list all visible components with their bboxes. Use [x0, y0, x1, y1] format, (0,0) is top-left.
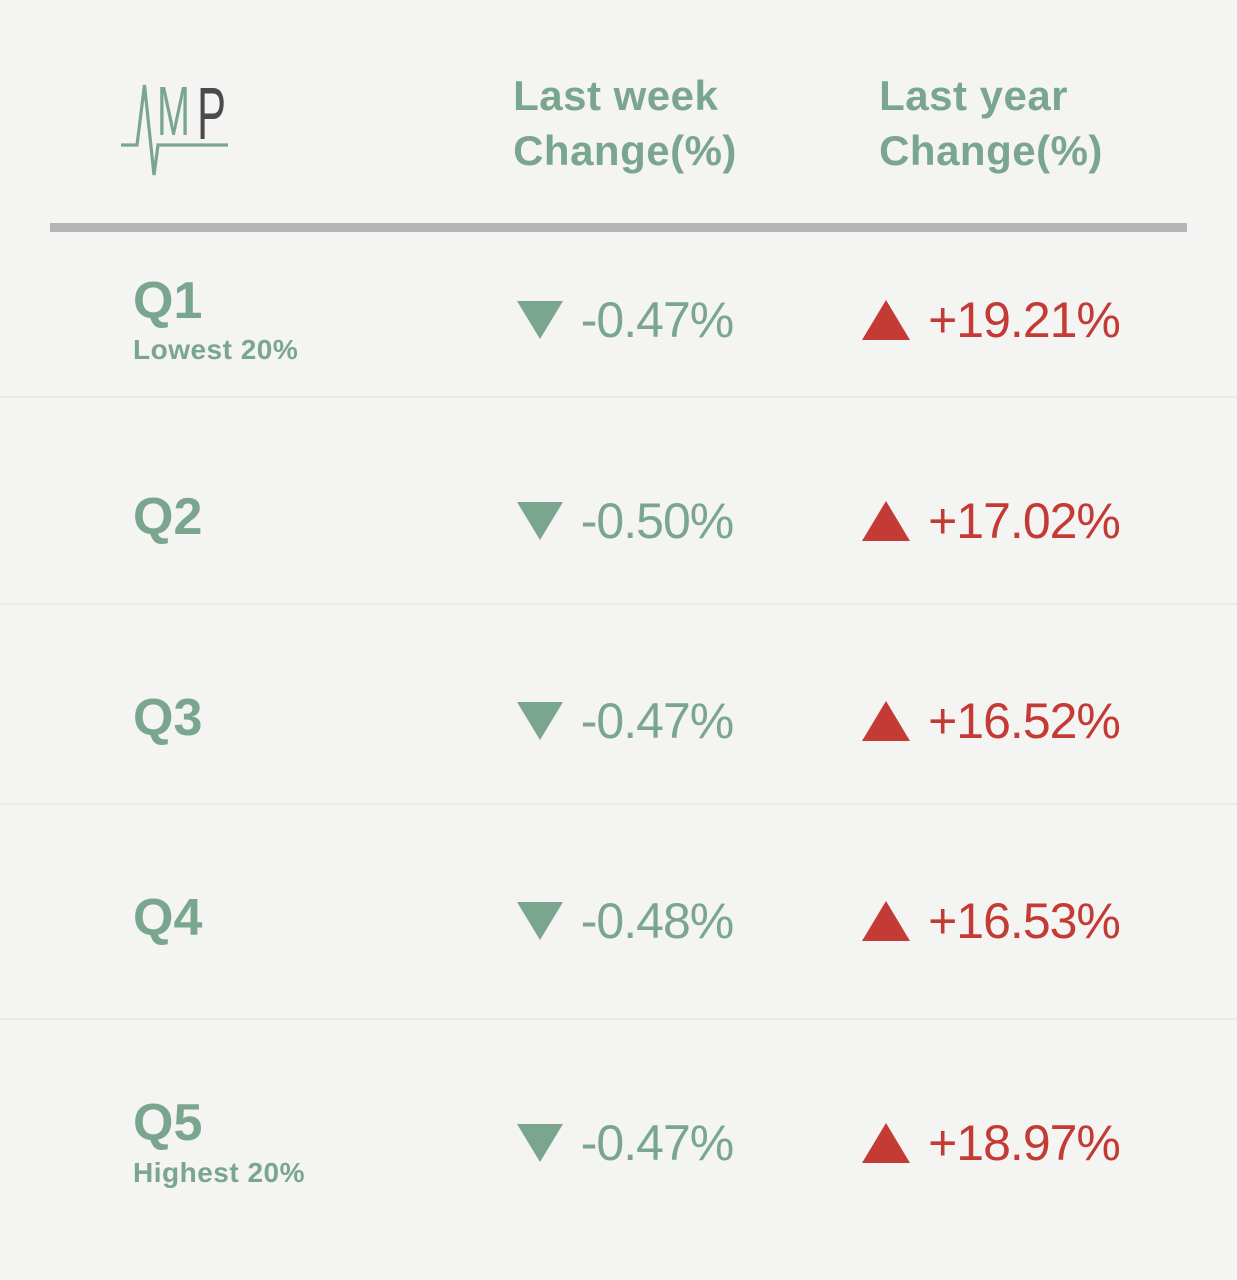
- logo-letter-m: M: [157, 72, 190, 150]
- quintile-sublabel: Highest 20%: [133, 1156, 305, 1188]
- year-change-value: +16.53%: [928, 893, 1121, 949]
- up-triangle-icon: [862, 300, 911, 340]
- year-change-value: +18.97%: [928, 1114, 1121, 1171]
- year-change-value: +16.52%: [928, 693, 1121, 749]
- week-change-value: -0.47%: [580, 693, 734, 749]
- up-triangle-icon: [862, 901, 911, 941]
- last-year-line1: Last year: [879, 72, 1069, 119]
- table-row-q1: Q1 Lowest 20% -0.47% +19.21%: [0, 232, 1237, 398]
- logo-letter-p: P: [197, 72, 226, 155]
- table-header: M P Last week Change(%) Last year Change…: [0, 68, 1237, 223]
- down-triangle-icon: [516, 501, 563, 540]
- column-header-last-week: Last week Change(%): [395, 68, 855, 223]
- table-row-q4: Q4 -0.48% +16.53%: [0, 805, 1237, 1020]
- column-header-last-year: Last year Change(%): [855, 68, 1187, 223]
- quintile-sublabel: Lowest 20%: [133, 334, 299, 366]
- week-change-value: -0.47%: [580, 292, 734, 348]
- down-triangle-icon: [516, 702, 563, 740]
- header-divider: [50, 223, 1187, 232]
- table-row-q2: Q2 -0.50% +17.02%: [0, 398, 1237, 605]
- pulse-logo-icon: M P: [121, 72, 228, 176]
- down-triangle-icon: [516, 301, 563, 339]
- year-change-value: +17.02%: [928, 492, 1121, 549]
- week-change-value: -0.48%: [580, 893, 734, 949]
- quintile-label: Q1: [133, 271, 203, 330]
- week-change-value: -0.47%: [580, 1114, 734, 1171]
- week-change-value: -0.50%: [580, 492, 734, 549]
- last-week-line1: Last week: [513, 72, 719, 119]
- last-year-line2: Change(%): [879, 127, 1103, 174]
- year-change-value: +19.21%: [928, 292, 1121, 348]
- quintile-label: Q4: [133, 888, 203, 947]
- up-triangle-icon: [862, 1122, 911, 1163]
- down-triangle-icon: [516, 902, 563, 940]
- logo-cell: M P: [50, 68, 395, 223]
- down-triangle-icon: [516, 1123, 563, 1162]
- quintile-label: Q5: [133, 1094, 203, 1153]
- last-week-line2: Change(%): [513, 127, 737, 174]
- quintile-label: Q3: [133, 688, 203, 747]
- table-row-q5: Q5 Highest 20% -0.47% +18.97%: [0, 1020, 1237, 1265]
- table-row-q3: Q3 -0.47% +16.52%: [0, 605, 1237, 805]
- quintile-label: Q2: [133, 488, 203, 547]
- up-triangle-icon: [862, 701, 911, 741]
- up-triangle-icon: [862, 500, 911, 541]
